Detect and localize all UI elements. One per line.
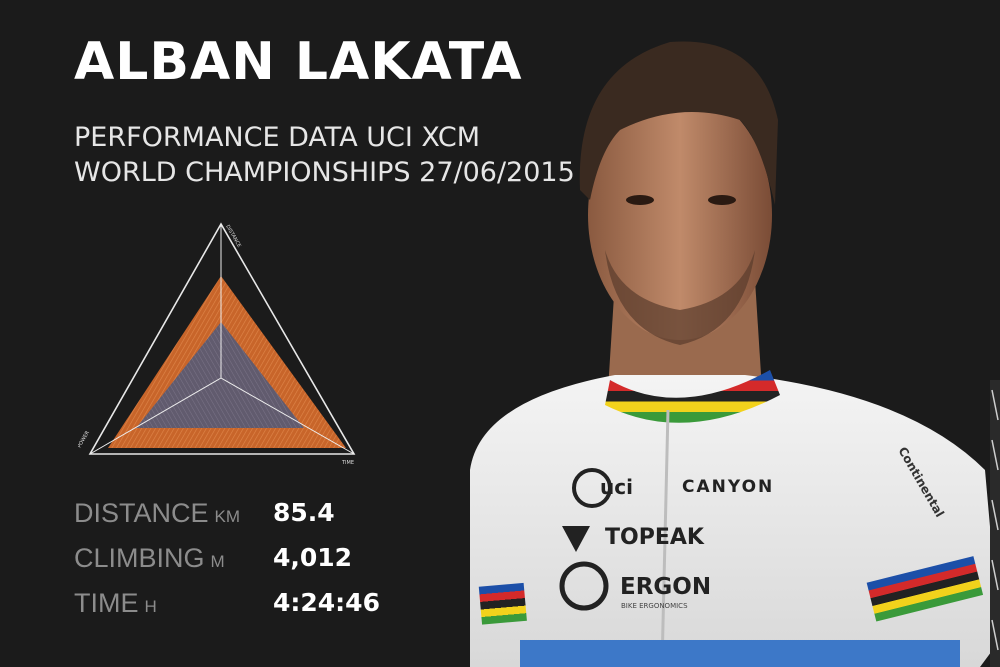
jersey-uci-text: uci	[600, 475, 633, 499]
face	[588, 90, 772, 340]
edge-stripe	[990, 380, 1000, 667]
jersey-bottom-band	[520, 640, 960, 667]
performance-radar: DISTANCE POWER TIME	[78, 222, 356, 466]
jersey-topeak-text: TOPEAK	[605, 525, 705, 550]
jersey-ergon-subtext: BIKE ERGONOMICS	[621, 602, 688, 610]
stat-value: 85.4	[273, 498, 335, 527]
left-sleeve-stripes	[478, 582, 527, 625]
jersey-canyon-text: CANYON	[682, 477, 774, 497]
stat-value: 4,012	[273, 543, 353, 572]
stat-unit: KM	[214, 507, 241, 526]
stat-row-climbing: CLIMBING M 4,012	[74, 543, 474, 583]
radar-outer-frame	[88, 222, 356, 455]
radar-label-power: POWER	[78, 429, 91, 449]
rider-photo: uci CANYON TOPEAK ERGON BIKE ERGONOMICS …	[470, 41, 1000, 667]
rider-name: ALBAN LAKATA	[74, 32, 523, 92]
left-eye	[626, 195, 654, 205]
uci-logo	[572, 468, 612, 508]
topeak-logo	[562, 526, 590, 552]
ergon-logo	[559, 561, 609, 611]
jersey-ergon-text: ERGON	[620, 574, 711, 600]
zipper	[660, 409, 670, 667]
subtitle-line-1: PERFORMANCE DATA UCI XCM	[74, 122, 481, 153]
radar-label-time: TIME	[341, 460, 354, 466]
radar-axis-time	[220, 377, 355, 455]
right-sleeve-stripes	[866, 556, 984, 622]
subtitle-line-2: WORLD CHAMPIONSHIPS 27/06/2015	[74, 157, 575, 188]
radar-axis-power	[89, 377, 222, 455]
jersey	[470, 375, 1000, 667]
stat-label: CLIMBING	[74, 543, 205, 573]
beard	[605, 250, 755, 345]
stat-label: TIME	[74, 588, 139, 618]
stat-unit: M	[210, 552, 225, 571]
stat-label: DISTANCE	[74, 498, 209, 528]
event-subtitle: PERFORMANCE DATA UCI XCM WORLD CHAMPIONS…	[74, 120, 575, 190]
hair	[579, 41, 778, 205]
stat-unit: H	[144, 597, 157, 616]
stat-row-distance: DISTANCE KM 85.4	[74, 498, 474, 538]
collar-stripes	[605, 370, 780, 423]
stat-row-time: TIME H 4:24:46	[74, 588, 474, 628]
stat-value: 4:24:46	[273, 588, 380, 617]
right-eye	[708, 195, 736, 205]
